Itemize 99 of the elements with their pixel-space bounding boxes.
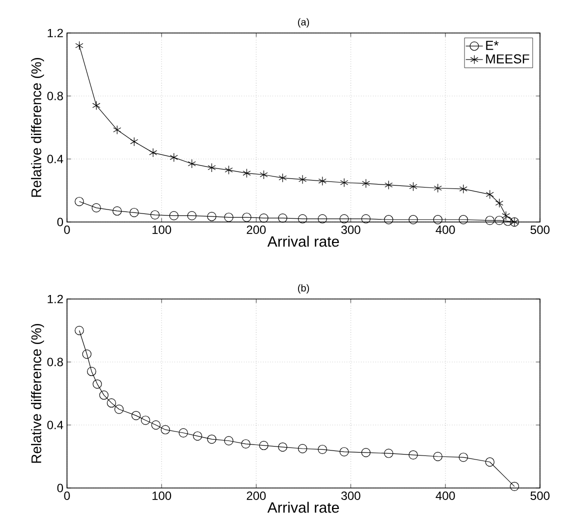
- point: [510, 482, 520, 492]
- point: [224, 165, 233, 175]
- point: [75, 41, 84, 50]
- point: [318, 444, 328, 454]
- point: [495, 198, 504, 208]
- point: [170, 152, 178, 162]
- y-tick-label: 0.4: [47, 154, 64, 164]
- point: [361, 448, 371, 458]
- point: [92, 100, 100, 110]
- x-axis-title: Arrival rate: [267, 502, 339, 513]
- point: [408, 450, 418, 460]
- point: [92, 203, 101, 212]
- point: [485, 216, 494, 226]
- point: [106, 398, 116, 408]
- point: [224, 212, 234, 222]
- point: [208, 163, 216, 172]
- point: [459, 184, 468, 194]
- point: [340, 214, 349, 224]
- y-tick-label: 0.8: [47, 358, 63, 366]
- legend-label: MEESF: [486, 54, 530, 64]
- chart-title: (a): [298, 18, 309, 28]
- point: [241, 439, 250, 448]
- point: [433, 452, 442, 462]
- point: [74, 196, 84, 206]
- x-tick-label: 0: [64, 226, 70, 234]
- point: [408, 215, 418, 224]
- point: [434, 184, 442, 193]
- x-tick-label: 300: [341, 226, 360, 234]
- point: [207, 212, 216, 222]
- point: [260, 170, 268, 180]
- x-tick-label: 200: [246, 492, 266, 500]
- point: [151, 420, 161, 430]
- y-tick-label: 1.2: [48, 28, 63, 38]
- point: [384, 180, 393, 190]
- point: [130, 137, 138, 146]
- point: [130, 208, 139, 218]
- point: [87, 366, 96, 376]
- point: [169, 211, 178, 220]
- point: [278, 213, 288, 223]
- y-axis-title: Relative difference (%): [31, 58, 44, 197]
- y-tick-label: 0: [57, 484, 64, 492]
- x-tick-label: 200: [246, 226, 266, 234]
- x-tick-label: 400: [436, 226, 455, 234]
- y-tick-label: 0.8: [47, 92, 63, 100]
- point: [298, 444, 308, 454]
- point: [318, 214, 328, 224]
- chart-title: (b): [298, 284, 309, 294]
- x-tick-label: 100: [152, 492, 172, 500]
- point: [485, 457, 494, 467]
- point: [486, 190, 494, 200]
- x-tick-label: 500: [530, 226, 550, 234]
- point: [259, 213, 268, 223]
- point: [188, 159, 196, 168]
- point: [318, 176, 326, 186]
- point: [242, 212, 252, 222]
- point: [384, 448, 394, 458]
- point: [242, 168, 251, 178]
- point: [362, 178, 370, 188]
- point: [278, 173, 287, 182]
- y-tick-label: 0: [57, 218, 64, 226]
- point: [114, 404, 124, 414]
- y-tick-label: 0.4: [47, 420, 64, 430]
- point: [99, 390, 108, 400]
- point: [433, 215, 442, 224]
- point: [140, 416, 150, 425]
- point: [92, 379, 102, 389]
- point: [207, 434, 216, 444]
- point: [160, 425, 170, 434]
- point: [340, 178, 348, 188]
- x-tick-label: 300: [341, 492, 360, 500]
- point: [384, 215, 394, 224]
- point: [113, 125, 122, 134]
- y-axis-title: Relative difference (%): [31, 324, 44, 463]
- point: [361, 214, 371, 224]
- point: [298, 174, 307, 184]
- legend-label: E*: [486, 40, 499, 50]
- point: [340, 447, 349, 456]
- point: [149, 148, 158, 158]
- point: [458, 215, 468, 224]
- point: [409, 182, 418, 192]
- x-axis-title: Arrival rate: [267, 236, 339, 247]
- y-tick-label: 1.2: [48, 294, 63, 304]
- point: [224, 436, 234, 446]
- point: [150, 210, 160, 220]
- point: [131, 410, 141, 420]
- point: [298, 214, 308, 224]
- point: [458, 452, 468, 462]
- point: [82, 350, 92, 359]
- x-tick-label: 100: [152, 226, 172, 234]
- point: [74, 326, 84, 336]
- point: [187, 211, 196, 220]
- point: [278, 442, 288, 452]
- point: [178, 428, 188, 438]
- x-tick-label: 0: [64, 492, 70, 500]
- x-tick-label: 400: [436, 492, 455, 500]
- point: [259, 440, 268, 450]
- x-tick-label: 500: [530, 492, 550, 500]
- point: [112, 206, 122, 216]
- point: [192, 431, 202, 441]
